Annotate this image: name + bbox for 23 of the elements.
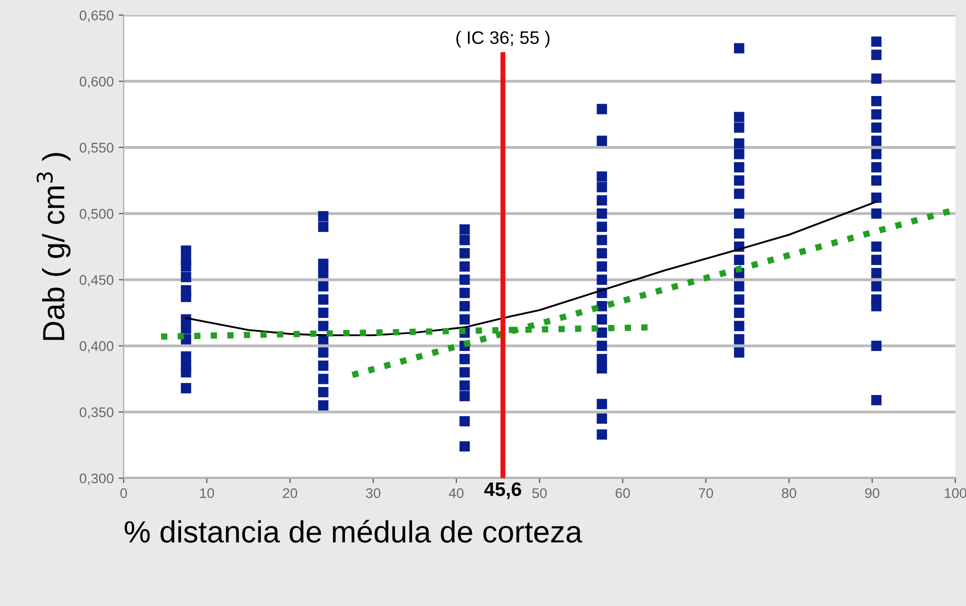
x-tick-label: 30 [366,488,380,498]
y-tick-label: 0,550 [80,142,114,154]
x-axis-title: % distancia de médula de corteza [124,520,582,543]
y-axis-title: Dab ( g/ cm$^{3}$ ) [36,153,71,340]
x-tick-label: 20 [282,488,298,498]
x-tick-label: 70 [698,488,714,498]
annotation: ( IC 36; 55 ) [456,30,550,48]
x-tick-label: 90 [865,488,880,498]
y-tick-label: 0,600 [80,76,114,88]
y-tick-label: 0,450 [80,275,114,287]
x-tick-label: 10 [200,488,214,498]
y-tick-label: 0,500 [80,208,114,220]
x-tick-label: 100 [944,488,966,498]
x-tick-label: 60 [616,488,630,498]
x-tick-label: 0 [120,488,127,498]
x-tick-label: 80 [782,488,796,498]
y-tick-label: 0,650 [80,10,114,22]
y-tick-label: 0,300 [80,473,114,485]
x-tick-label: 50 [532,488,547,498]
y-tick-label: 0,400 [80,341,114,353]
y-tick-label: 0,350 [80,407,114,419]
x-tick-label: 40 [448,488,464,498]
ref-line-label: 45,6 [484,482,522,499]
